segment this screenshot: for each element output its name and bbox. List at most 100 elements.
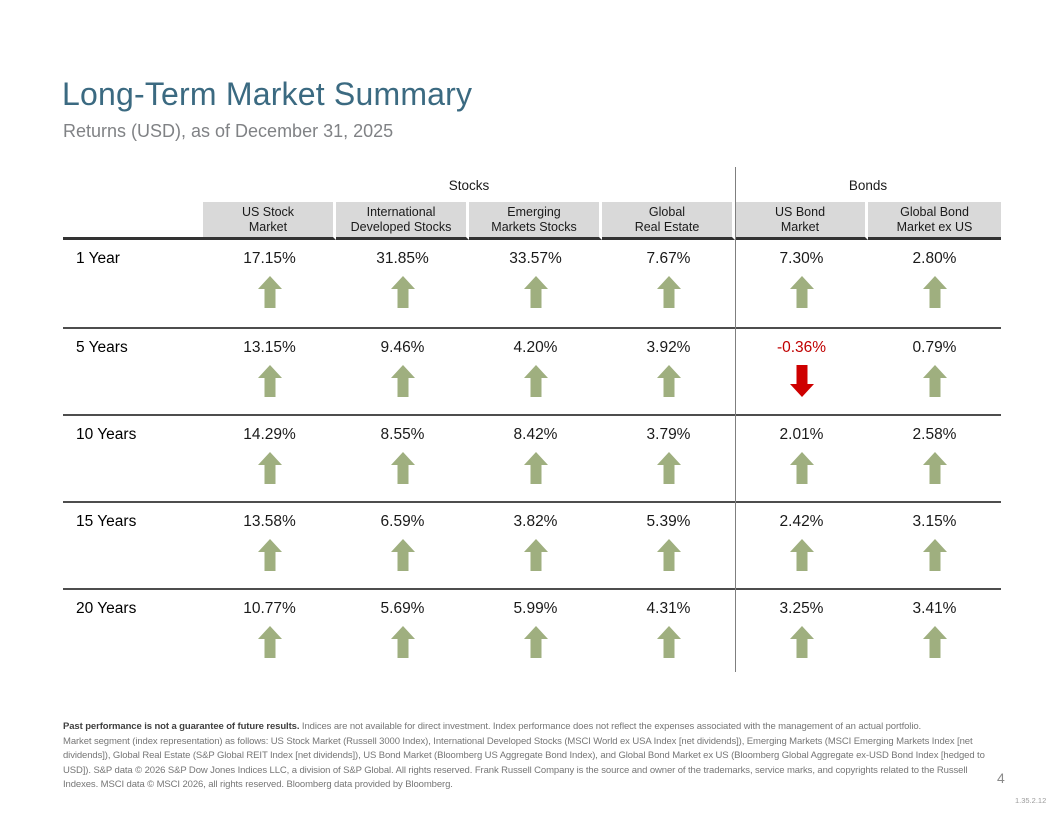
page-number: 4 [997,770,1005,786]
return-cell: 10.77% [203,588,336,675]
return-value: 4.31% [646,600,691,617]
return-cell: 5.39% [602,501,735,588]
return-value: 4.20% [513,339,558,356]
up-arrow-icon [390,276,415,308]
return-value: 2.01% [779,426,824,443]
return-value: 9.46% [380,339,425,356]
return-cell: 7.30% [735,240,868,327]
return-cell: 4.31% [602,588,735,675]
return-cell: 31.85% [336,240,469,327]
return-cell: 3.79% [602,414,735,501]
column-header: International Developed Stocks [336,202,469,240]
return-value: 2.58% [912,426,957,443]
return-cell: 3.15% [868,501,1001,588]
up-arrow-icon [523,452,548,484]
disclaimer: Past performance is not a guarantee of f… [63,720,1003,793]
column-group-label-stocks: Stocks [448,177,490,193]
return-value: 5.39% [646,513,691,530]
up-arrow-icon [789,539,814,571]
up-arrow-icon [390,365,415,397]
up-arrow-icon [789,452,814,484]
column-header: Emerging Markets Stocks [469,202,602,240]
column-group-label-bonds: Bonds [848,177,888,193]
column-header-line: Markets Stocks [491,219,577,234]
disclaimer-line: dividends]), Global Real Estate (S&P Glo… [63,750,985,761]
return-cell: 3.92% [602,327,735,414]
return-cell: 13.58% [203,501,336,588]
page-title: Long-Term Market Summary [62,76,473,112]
up-arrow-icon [656,539,681,571]
up-arrow-icon [922,365,947,397]
return-cell: 2.42% [735,501,868,588]
return-cell: 8.42% [469,414,602,501]
up-arrow-icon [390,452,415,484]
column-header: US Stock Market [203,202,336,240]
up-arrow-icon [789,626,814,658]
up-arrow-icon [390,539,415,571]
return-value: 17.15% [243,250,296,267]
return-value: 5.99% [513,600,558,617]
disclaimer-lines: Market segment (index representation) as… [63,735,1003,793]
disclaimer-bold-lead: Past performance is not a guarantee of f… [63,721,300,732]
up-arrow-icon [656,365,681,397]
return-cell: 3.41% [868,588,1001,675]
up-arrow-icon [922,452,947,484]
table-header-spacer [63,202,203,240]
row-label: 20 Years [63,588,203,675]
return-cell: 9.46% [336,327,469,414]
disclaimer-line: USD]). S&P data © 2026 S&P Dow Jones Ind… [63,764,968,776]
up-arrow-icon [257,276,282,308]
return-cell: 6.59% [336,501,469,588]
return-value: 5.69% [380,600,425,617]
column-header: Global Real Estate [602,202,735,240]
return-value: 7.30% [779,250,824,267]
column-header-line: Global Bond [900,204,969,219]
up-arrow-icon [523,626,548,658]
return-cell: 2.01% [735,414,868,501]
return-value: 10.77% [243,600,296,617]
up-arrow-icon [656,276,681,308]
return-value: 3.41% [912,600,957,617]
return-cell: 5.69% [336,588,469,675]
down-arrow-icon [789,365,814,397]
column-header-line: Emerging [507,204,561,219]
return-value: 2.80% [912,250,957,267]
column-header: US Bond Market [735,202,868,240]
return-cell: 7.67% [602,240,735,327]
return-value: 3.79% [646,426,691,443]
return-value: 3.25% [779,600,824,617]
return-cell: 0.79% [868,327,1001,414]
disclaimer-line: Market segment (index representation) as… [63,735,973,747]
return-cell: -0.36% [735,327,868,414]
return-cell: 5.99% [469,588,602,675]
tracking-number: 1.35.2.12 [1015,796,1047,805]
return-cell: 33.57% [469,240,602,327]
up-arrow-icon [257,539,282,571]
column-header-line: US Stock [241,204,295,219]
up-arrow-icon [656,452,681,484]
up-arrow-icon [523,365,548,397]
row-label: 15 Years [63,501,203,588]
return-value: 13.58% [243,513,296,530]
stocks-bonds-divider [735,167,736,672]
return-cell: 2.80% [868,240,1001,327]
return-value: 3.15% [912,513,957,530]
return-value: 33.57% [509,250,562,267]
column-header-line: US Bond [774,204,826,219]
up-arrow-icon [257,626,282,658]
return-value: 3.92% [646,339,691,356]
page-subtitle: Returns (USD), as of December 31, 2025 [63,121,394,141]
return-cell: 3.25% [735,588,868,675]
up-arrow-icon [922,539,947,571]
return-cell: 2.58% [868,414,1001,501]
up-arrow-icon [789,276,814,308]
return-cell: 13.15% [203,327,336,414]
return-value: 8.42% [513,426,558,443]
return-value: 8.55% [380,426,425,443]
up-arrow-icon [257,452,282,484]
return-value: 6.59% [380,513,425,530]
return-value: 3.82% [513,513,558,530]
disclaimer-line1-rest: Indices are not available for direct inv… [299,721,922,732]
column-header: Global Bond Market ex US [868,202,1001,240]
return-value: 7.67% [646,250,691,267]
